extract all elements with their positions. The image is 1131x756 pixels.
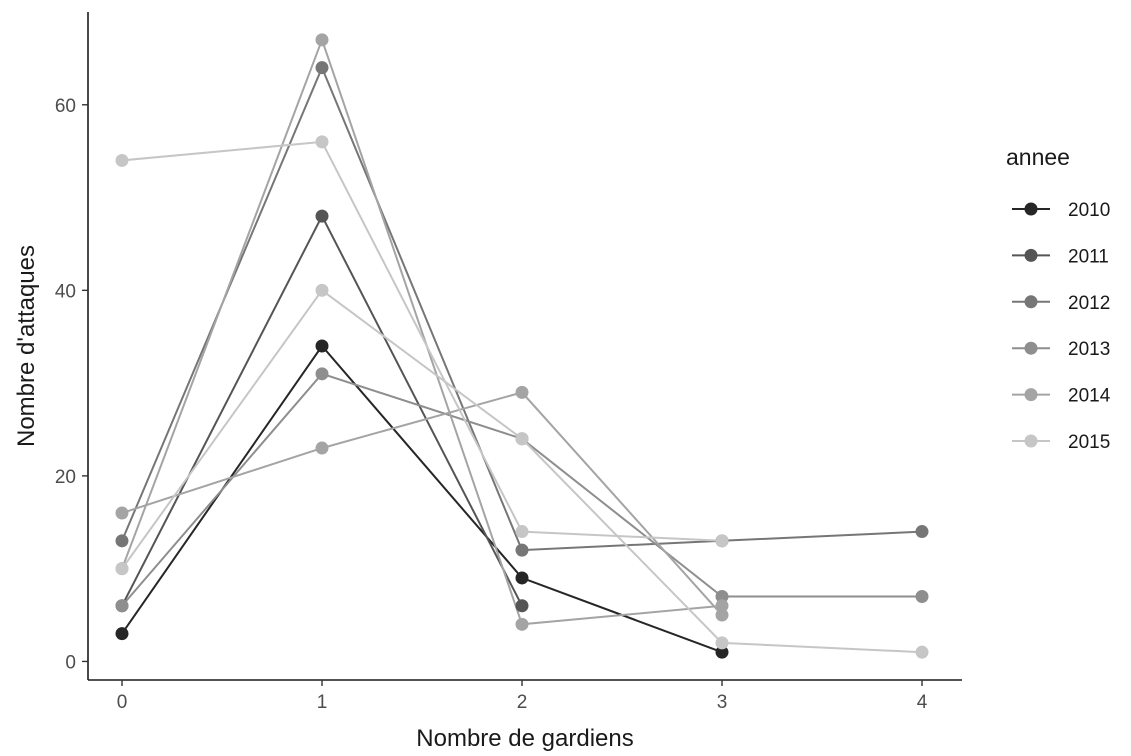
data-point bbox=[515, 385, 529, 399]
x-tick-label: 0 bbox=[117, 692, 128, 713]
data-point bbox=[515, 571, 529, 585]
y-tick-label: 60 bbox=[55, 96, 76, 117]
series-line-5 bbox=[121, 391, 723, 616]
legend-label: 2014 bbox=[1068, 386, 1111, 407]
y-tick-label: 0 bbox=[65, 652, 76, 673]
y-tick-label: 20 bbox=[55, 467, 76, 488]
y-axis-title: Nombre d'attaques bbox=[13, 245, 40, 447]
data-point bbox=[515, 617, 529, 631]
series-line-2 bbox=[121, 65, 923, 552]
data-point bbox=[315, 339, 329, 353]
x-tick-label: 1 bbox=[317, 692, 328, 713]
series-points bbox=[115, 33, 929, 659]
series-line-0 bbox=[121, 344, 723, 654]
data-point bbox=[315, 367, 329, 381]
x-axis-title: Nombre de gardiens bbox=[416, 725, 633, 752]
series-line-3 bbox=[121, 372, 922, 607]
data-point bbox=[915, 645, 929, 659]
data-point bbox=[115, 562, 129, 576]
legend-key-point bbox=[1024, 434, 1038, 448]
series-line-4 bbox=[121, 36, 723, 626]
axes bbox=[87, 12, 962, 681]
data-point bbox=[515, 599, 529, 613]
legend-key-point bbox=[1024, 295, 1038, 309]
data-point bbox=[315, 441, 329, 455]
legend-key-point bbox=[1024, 388, 1038, 402]
data-point bbox=[715, 534, 729, 548]
series-line-7 bbox=[121, 288, 923, 654]
series-lines bbox=[121, 36, 923, 654]
data-point bbox=[715, 599, 729, 613]
data-point bbox=[115, 534, 129, 548]
legend-key-point bbox=[1024, 202, 1038, 216]
data-point bbox=[115, 627, 129, 641]
y-tick-label: 40 bbox=[55, 281, 76, 302]
data-point bbox=[315, 33, 329, 47]
legend-label: 2015 bbox=[1068, 432, 1110, 453]
legend-label: 2011 bbox=[1068, 246, 1109, 267]
data-point bbox=[515, 432, 529, 446]
legend-items: 2010 2011 2012 2013 2014 2015 bbox=[1012, 200, 1111, 453]
x-tick-label: 4 bbox=[917, 692, 928, 713]
series-line-6 bbox=[121, 140, 723, 542]
legend-key-point bbox=[1024, 341, 1038, 355]
data-point bbox=[315, 135, 329, 149]
data-point bbox=[315, 283, 329, 297]
data-point bbox=[115, 153, 129, 167]
data-point bbox=[715, 590, 729, 603]
legend-title: annee bbox=[1006, 144, 1070, 170]
data-point bbox=[115, 599, 129, 613]
data-point bbox=[115, 506, 129, 520]
x-axis-ticks: 0 1 2 3 4 bbox=[117, 680, 928, 713]
data-point bbox=[715, 645, 729, 659]
data-point bbox=[715, 636, 729, 650]
data-point bbox=[515, 525, 529, 539]
data-point bbox=[515, 543, 529, 557]
data-point bbox=[715, 608, 729, 622]
legend-label: 2013 bbox=[1068, 339, 1110, 360]
y-axis-ticks: 0 20 40 60 bbox=[55, 96, 88, 673]
x-tick-label: 3 bbox=[717, 692, 728, 713]
legend-label: 2010 bbox=[1068, 200, 1110, 221]
x-tick-label: 2 bbox=[517, 692, 528, 713]
data-point bbox=[915, 525, 929, 539]
legend-label: 2012 bbox=[1068, 293, 1110, 314]
data-point bbox=[315, 209, 329, 223]
data-point bbox=[315, 61, 329, 75]
legend-key-point bbox=[1024, 248, 1038, 262]
data-point bbox=[915, 590, 929, 603]
legend: annee 2010 2011 2012 2013 2014 2015 bbox=[1006, 144, 1111, 453]
